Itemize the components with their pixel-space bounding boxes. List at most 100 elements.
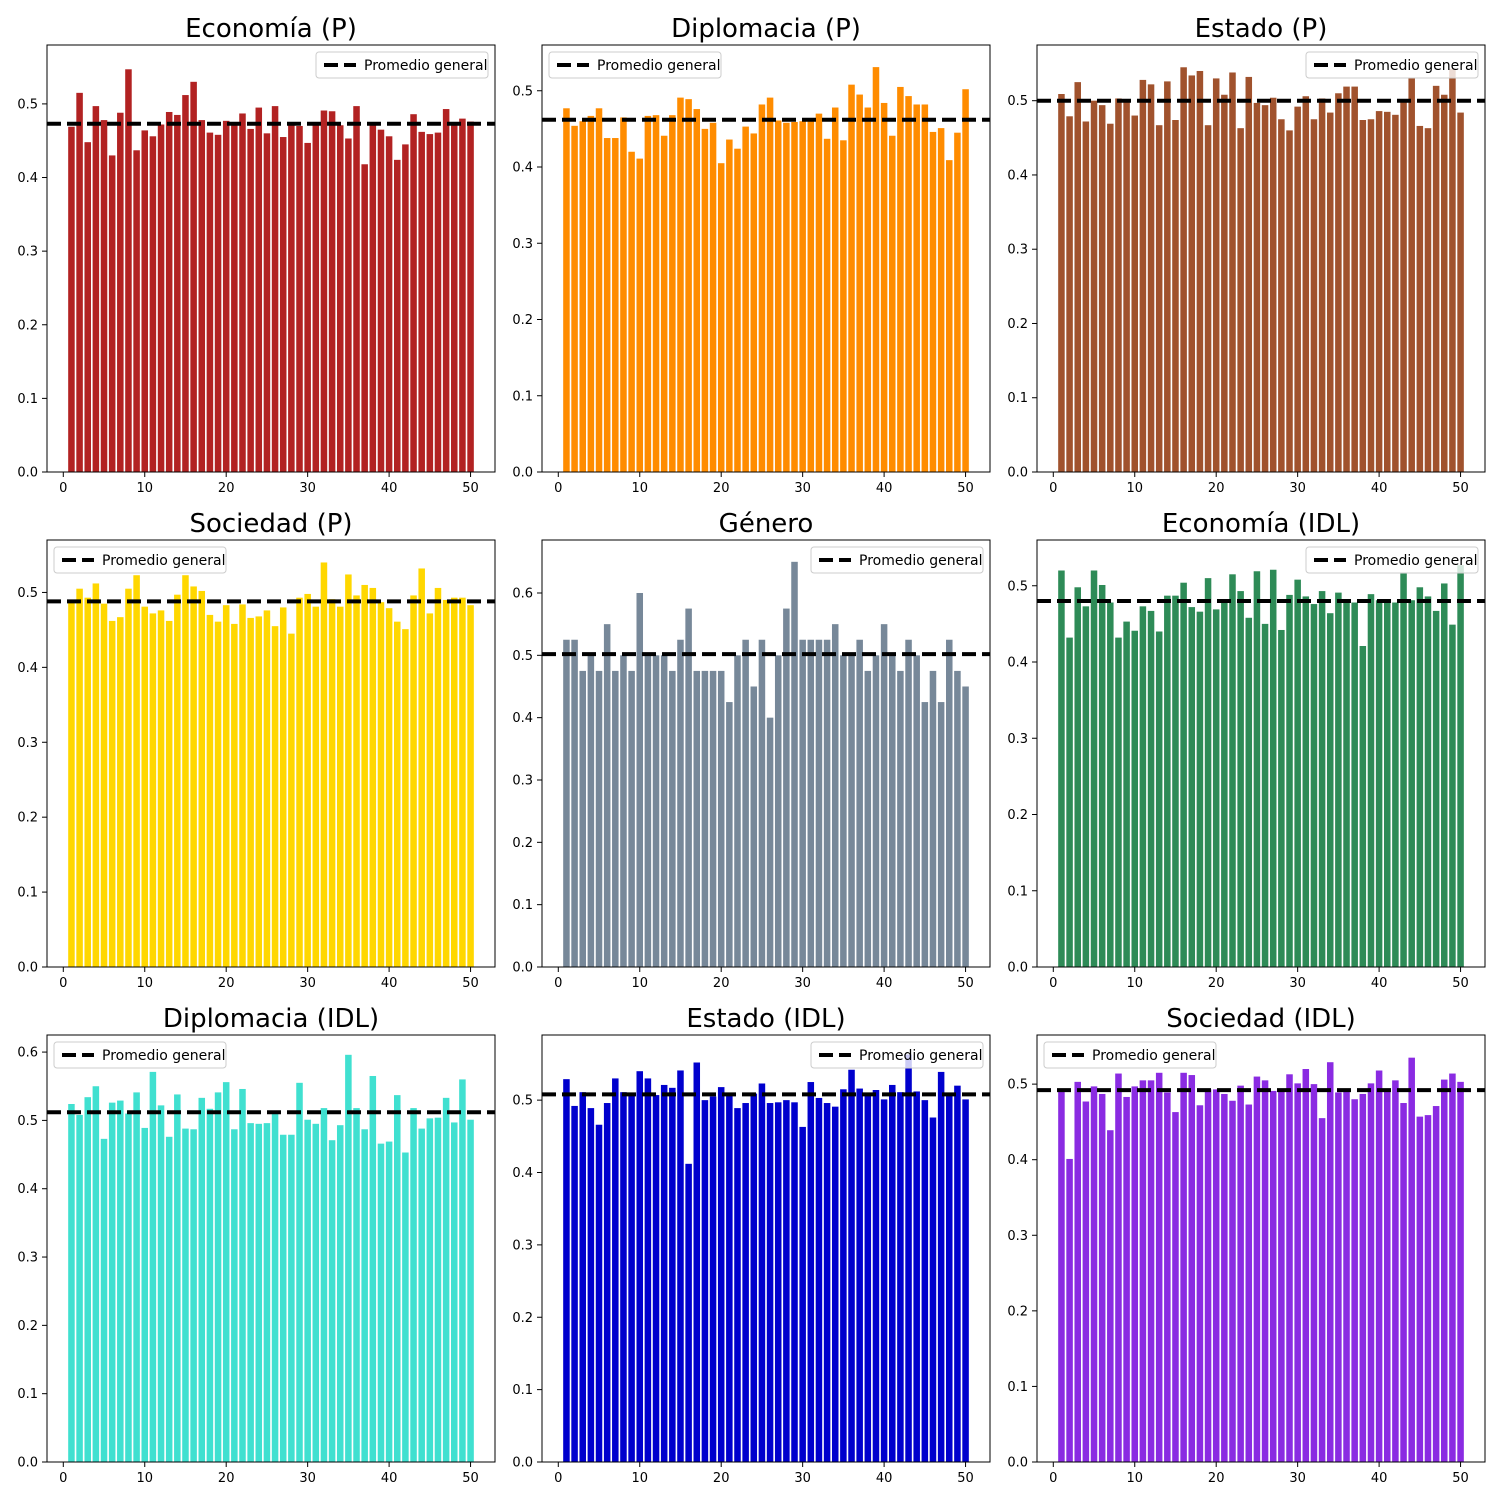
y-tick-label: 0.2 — [1007, 1304, 1028, 1319]
bar — [921, 104, 929, 472]
bar — [100, 120, 108, 472]
bar — [717, 163, 725, 472]
bar — [174, 1094, 181, 1462]
bar — [1408, 77, 1415, 473]
bar — [377, 602, 385, 967]
x-tick-label: 0 — [59, 976, 67, 991]
bar — [174, 114, 181, 472]
x-tick-label: 10 — [136, 1471, 153, 1486]
bar — [279, 137, 287, 472]
bar — [1278, 119, 1285, 472]
x-tick-label: 30 — [1289, 481, 1306, 496]
y-tick-label: 0.1 — [17, 392, 38, 407]
bar — [418, 568, 425, 967]
y-tick-label: 0.5 — [1007, 1078, 1028, 1093]
bar — [946, 639, 953, 967]
bar — [1326, 1062, 1334, 1462]
bar — [937, 1071, 945, 1462]
y-tick-label: 0.5 — [512, 649, 533, 664]
bar — [954, 132, 961, 472]
bar — [328, 1140, 336, 1462]
bar — [133, 1092, 140, 1462]
bar — [345, 574, 352, 967]
axes-frame — [541, 539, 991, 968]
bar — [913, 104, 920, 472]
legend-box — [315, 51, 489, 79]
bar — [742, 126, 749, 472]
bar — [1318, 1118, 1326, 1462]
bar — [807, 120, 815, 473]
bar — [1139, 1080, 1147, 1462]
bar — [1302, 96, 1310, 473]
bar — [141, 130, 149, 472]
bar — [1058, 570, 1065, 967]
y-tick-label: 0.0 — [512, 466, 533, 481]
chart-panel: Sociedad (IDL) 0 10 20 30 40 50 0.0 0.1 0.2 0.3 0.4… — [1007, 1004, 1486, 1486]
bar — [157, 1105, 165, 1462]
legend: Promedio general — [548, 51, 722, 79]
bar — [165, 1136, 173, 1462]
bar — [1098, 1093, 1106, 1462]
x-tick-label: 40 — [381, 481, 398, 496]
bar — [660, 1084, 668, 1462]
bar — [1375, 111, 1383, 472]
bar — [620, 117, 627, 472]
bar — [717, 1087, 725, 1462]
x-tick-label: 20 — [218, 976, 235, 991]
legend-label: Promedio general — [1354, 58, 1477, 74]
bar — [410, 1108, 417, 1462]
y-tick-label: 0.5 — [17, 97, 38, 112]
bar — [1310, 604, 1318, 967]
bar — [1449, 1073, 1456, 1462]
bar — [717, 670, 725, 967]
bar — [1335, 592, 1342, 967]
bar — [369, 587, 377, 967]
bar — [660, 135, 668, 473]
bar — [913, 655, 920, 967]
bar — [799, 1126, 806, 1462]
chart-title: Sociedad (P) — [189, 509, 352, 539]
bar — [1115, 1073, 1122, 1462]
bar — [108, 1102, 116, 1462]
bar — [1155, 1072, 1163, 1462]
bar — [1066, 637, 1073, 967]
bar — [263, 1123, 271, 1462]
bar — [76, 92, 83, 472]
y-tick-label: 0.4 — [17, 1182, 38, 1197]
bar — [214, 621, 222, 967]
chart-title: Estado (P) — [1195, 14, 1328, 44]
bar — [1123, 101, 1130, 472]
bar — [353, 106, 360, 473]
legend: Promedio general — [53, 546, 227, 574]
bar — [247, 617, 254, 967]
bar — [1359, 120, 1367, 472]
bar — [1212, 609, 1220, 967]
bar — [133, 575, 140, 967]
x-tick-label: 40 — [876, 481, 893, 496]
bar — [962, 1099, 969, 1462]
bar — [1318, 591, 1326, 967]
chart-title: Estado (IDL) — [686, 1004, 845, 1034]
x-tick-label: 50 — [1452, 481, 1469, 496]
bar — [247, 1123, 254, 1462]
bar — [125, 1113, 132, 1462]
y-tick-label: 0.5 — [1007, 94, 1028, 109]
axes-frame — [46, 1034, 496, 1463]
bar — [954, 670, 961, 967]
bar — [394, 1095, 401, 1462]
bar — [1375, 600, 1383, 967]
x-tick-label: 50 — [462, 1471, 479, 1486]
legend-box — [810, 546, 984, 574]
bar — [783, 122, 790, 472]
bar — [361, 1129, 368, 1462]
bar — [864, 1095, 872, 1462]
bar — [774, 120, 782, 473]
bar — [1058, 1091, 1065, 1462]
legend-box — [548, 51, 722, 79]
bar — [117, 1100, 124, 1462]
bar — [1367, 594, 1375, 967]
y-tick-label: 0.4 — [1007, 168, 1028, 183]
bar — [1245, 617, 1253, 967]
y-tick-label: 0.4 — [17, 661, 38, 676]
chart-title: Sociedad (IDL) — [1166, 1004, 1356, 1034]
